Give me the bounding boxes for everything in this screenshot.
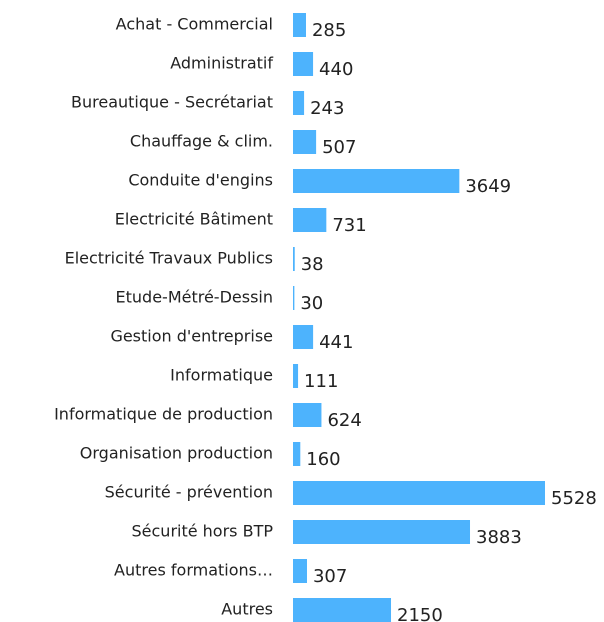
bar: [293, 403, 322, 427]
bar: [293, 13, 306, 37]
category-label: Achat - Commercial: [116, 15, 273, 34]
category-label: Etude-Métré-Dessin: [116, 288, 273, 307]
category-label: Bureautique - Secrétariat: [71, 93, 273, 112]
bar: [293, 286, 295, 310]
value-label: 3883: [476, 527, 522, 548]
value-label: 38: [301, 254, 324, 275]
value-label: 440: [319, 59, 353, 80]
category-label: Chauffage & clim.: [130, 132, 273, 151]
category-label: Autres formations…: [114, 561, 273, 580]
value-label: 507: [322, 137, 356, 158]
category-label: Informatique: [170, 366, 273, 385]
category-label: Sécurité hors BTP: [132, 522, 274, 541]
bar: [293, 130, 317, 154]
value-label: 307: [313, 566, 347, 587]
bar: [293, 52, 314, 76]
bar: [293, 598, 392, 622]
bar: [293, 559, 307, 583]
value-label: 30: [300, 293, 323, 314]
value-label: 285: [312, 20, 346, 41]
bar: [293, 247, 295, 271]
category-label: Informatique de production: [54, 405, 273, 424]
bar: [293, 169, 460, 193]
bar: [293, 325, 314, 349]
bar: [293, 520, 471, 544]
value-label: 731: [332, 215, 366, 236]
category-label: Electricité Travaux Publics: [65, 249, 273, 268]
value-label: 624: [327, 410, 361, 431]
category-label: Electricité Bâtiment: [115, 210, 273, 229]
bar: [293, 442, 301, 466]
category-label: Autres: [221, 600, 273, 619]
value-label: 441: [319, 332, 353, 353]
category-label: Sécurité - prévention: [105, 483, 273, 502]
value-label: 2150: [397, 605, 443, 622]
value-label: 160: [306, 449, 340, 470]
value-label: 3649: [465, 176, 511, 197]
bar: [293, 91, 305, 115]
bar: [293, 481, 545, 505]
value-label: 243: [310, 98, 344, 119]
category-label: Conduite d'engins: [128, 171, 273, 190]
category-label: Administratif: [170, 54, 273, 73]
value-label: 5528: [551, 488, 597, 509]
category-label: Organisation production: [80, 444, 273, 463]
category-label: Gestion d'entreprise: [110, 327, 273, 346]
value-label: 111: [304, 371, 338, 392]
bar: [293, 364, 299, 388]
bar: [293, 208, 327, 232]
